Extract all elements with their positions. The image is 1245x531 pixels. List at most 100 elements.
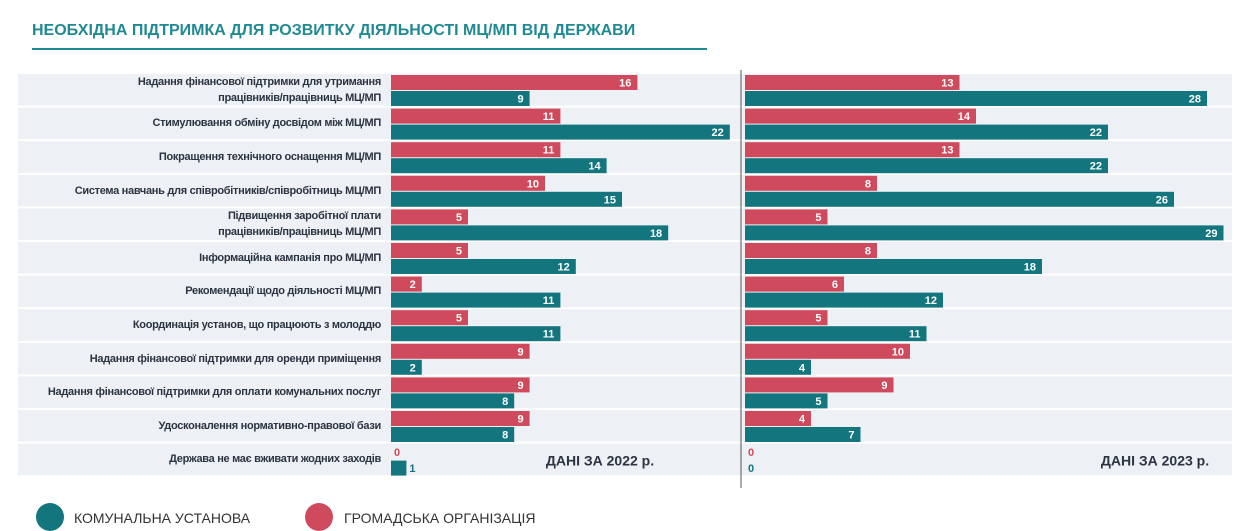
value-label: 15 — [604, 194, 616, 206]
bar — [745, 359, 811, 375]
value-label: 18 — [1024, 262, 1036, 274]
value-label: 11 — [543, 295, 555, 307]
category-label: Надання фінансової підтримки для оренди … — [89, 352, 382, 365]
value-label: 5 — [456, 212, 462, 224]
bar — [745, 175, 877, 191]
value-label: 8 — [502, 430, 508, 442]
category-label: Удосконалення нормативно-правової бази — [158, 419, 381, 432]
value-label: 2 — [410, 279, 416, 291]
bar — [391, 359, 422, 375]
bar — [391, 292, 561, 308]
value-label: 13 — [941, 78, 953, 90]
category-label: Стимулювання обміну досвідом між МЦ/МП — [152, 117, 381, 130]
bar — [391, 158, 607, 174]
category-label: Покращення технічного оснащення МЦ/МП — [158, 150, 381, 163]
value-label: 9 — [517, 414, 523, 426]
value-label: 4 — [799, 362, 806, 374]
bar — [391, 310, 468, 326]
value-label: 11 — [543, 329, 555, 341]
legend-swatch — [36, 503, 64, 531]
value-label: 0 — [748, 447, 754, 459]
bar — [391, 326, 561, 342]
bar — [745, 292, 943, 308]
value-label: 5 — [815, 313, 821, 325]
bar — [745, 209, 828, 225]
row-band — [18, 309, 1232, 341]
value-label: 0 — [394, 447, 400, 459]
value-label: 9 — [517, 380, 523, 392]
panel-label: ДАНІ ЗА 2023 р. — [1101, 453, 1209, 469]
value-label: 9 — [517, 94, 523, 106]
value-label: 11 — [543, 145, 555, 157]
category-label: Надання фінансової підтримки для утриман… — [137, 75, 381, 104]
bar — [391, 427, 515, 442]
bar — [745, 343, 910, 359]
bar — [745, 158, 1108, 174]
category-label: Підвищення заробітної плати працівників/… — [218, 210, 381, 239]
chart-title: НЕОБХІДНА ПІДТРИМКА ДЛЯ РОЗВИТКУ ДІЯЛЬНО… — [32, 22, 636, 39]
value-label: 11 — [909, 329, 921, 341]
row-band — [18, 410, 1232, 442]
value-label: 5 — [815, 212, 821, 224]
value-label: 5 — [815, 396, 821, 408]
bar — [391, 124, 730, 140]
row-band — [18, 376, 1232, 408]
bar — [391, 243, 468, 258]
bar — [391, 259, 576, 274]
value-label: 12 — [558, 262, 570, 274]
value-label: 10 — [892, 346, 904, 358]
bar — [745, 243, 877, 258]
category-label: Рекомендації щодо діяльності МЦ/МП — [185, 285, 381, 298]
value-label: 8 — [865, 246, 871, 258]
value-label: 22 — [1090, 161, 1102, 173]
value-label: 6 — [832, 279, 838, 291]
row-band — [18, 342, 1232, 375]
bar — [745, 310, 828, 326]
value-label: 10 — [527, 178, 539, 190]
value-label: 12 — [925, 295, 937, 307]
bar — [391, 225, 669, 241]
value-label: 18 — [650, 228, 662, 240]
category-label: Держава не має вживати жодних заходів — [169, 453, 381, 466]
value-label: 9 — [517, 346, 523, 358]
category-label: Інформаційна кампанія про МЦ/МП — [199, 251, 381, 264]
bar — [745, 326, 927, 342]
value-label: 22 — [712, 127, 724, 139]
value-label: 16 — [619, 78, 631, 90]
bar — [745, 108, 976, 124]
bar — [745, 259, 1042, 274]
title-underline — [32, 48, 707, 50]
row-band — [18, 275, 1232, 308]
value-label: 11 — [543, 111, 555, 123]
value-label: 8 — [865, 178, 871, 190]
legend-label: КОМУНАЛЬНА УСТАНОВА — [74, 510, 251, 526]
legend-label: ГРОМАДСЬКА ОРГАНІЗАЦІЯ — [344, 510, 536, 526]
value-label: 2 — [410, 362, 416, 374]
bar — [391, 460, 407, 476]
bar — [391, 108, 561, 124]
row-band — [18, 443, 1232, 476]
value-label: 28 — [1189, 94, 1201, 106]
bar — [745, 427, 861, 442]
category-label: Система навчань для співробітників/співр… — [74, 184, 382, 197]
category-label: Координація установ, що працюють з молод… — [132, 318, 381, 331]
value-label: 14 — [588, 161, 601, 173]
value-label: 29 — [1205, 228, 1217, 240]
bar — [745, 393, 828, 409]
bar — [745, 91, 1207, 106]
bar — [391, 377, 530, 393]
panel-label: ДАНІ ЗА 2022 р. — [546, 453, 654, 469]
value-label: 4 — [799, 414, 806, 426]
bar — [745, 377, 894, 393]
value-label: 7 — [848, 430, 854, 442]
value-label: 1 — [409, 463, 415, 475]
bar — [745, 225, 1224, 241]
bar — [391, 393, 515, 409]
bar — [391, 91, 530, 106]
value-label: 8 — [502, 396, 508, 408]
value-label: 13 — [941, 145, 953, 157]
bar — [391, 343, 530, 359]
bar — [391, 175, 545, 191]
